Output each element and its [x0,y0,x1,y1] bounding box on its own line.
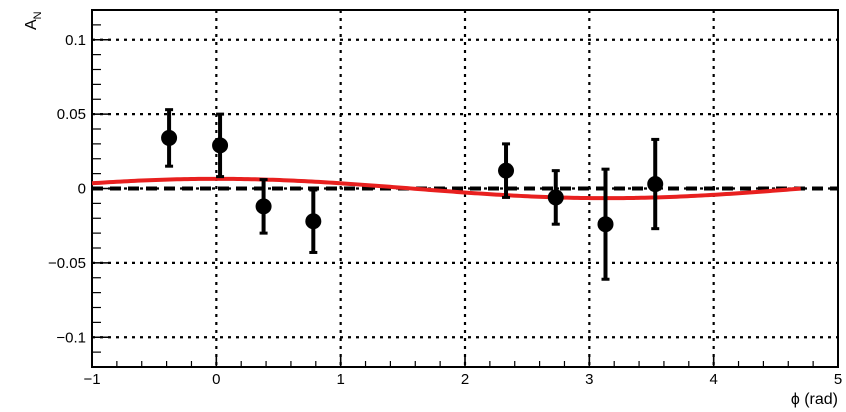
data-point [647,176,664,193]
data-point [597,216,614,233]
data-point [212,137,229,154]
x-tick-label: −1 [83,371,100,388]
data-point [305,213,322,230]
data-point [255,198,272,215]
data-points [161,108,664,281]
y-tick-label: 0.05 [57,106,86,123]
y-tick-label: 0 [78,181,86,198]
x-axis-label: ϕ (rad) [791,391,838,408]
data-point [547,189,564,206]
data-point [498,162,515,179]
data-point [161,129,178,146]
y-axis-label: AN [23,11,44,30]
tick-labels: −1 0 1 2 3 4 5 −0.1 −0.05 0 0.05 0.1 [48,32,842,388]
x-tick-label: 2 [461,371,469,388]
x-tick-label: 1 [336,371,344,388]
y-tick-label: −0.1 [56,329,86,346]
y-tick-label: 0.1 [65,32,86,49]
fit-curve [91,176,801,201]
y-axis-label-main: A [23,19,40,30]
x-tick-label: 0 [212,371,220,388]
x-tick-label: 5 [834,371,842,388]
fit-curve-group [91,176,801,201]
y-tick-label: −0.05 [48,255,86,272]
y-axis-label-sub: N [32,11,44,19]
x-tick-label: 3 [585,371,593,388]
x-tick-label: 4 [709,371,717,388]
